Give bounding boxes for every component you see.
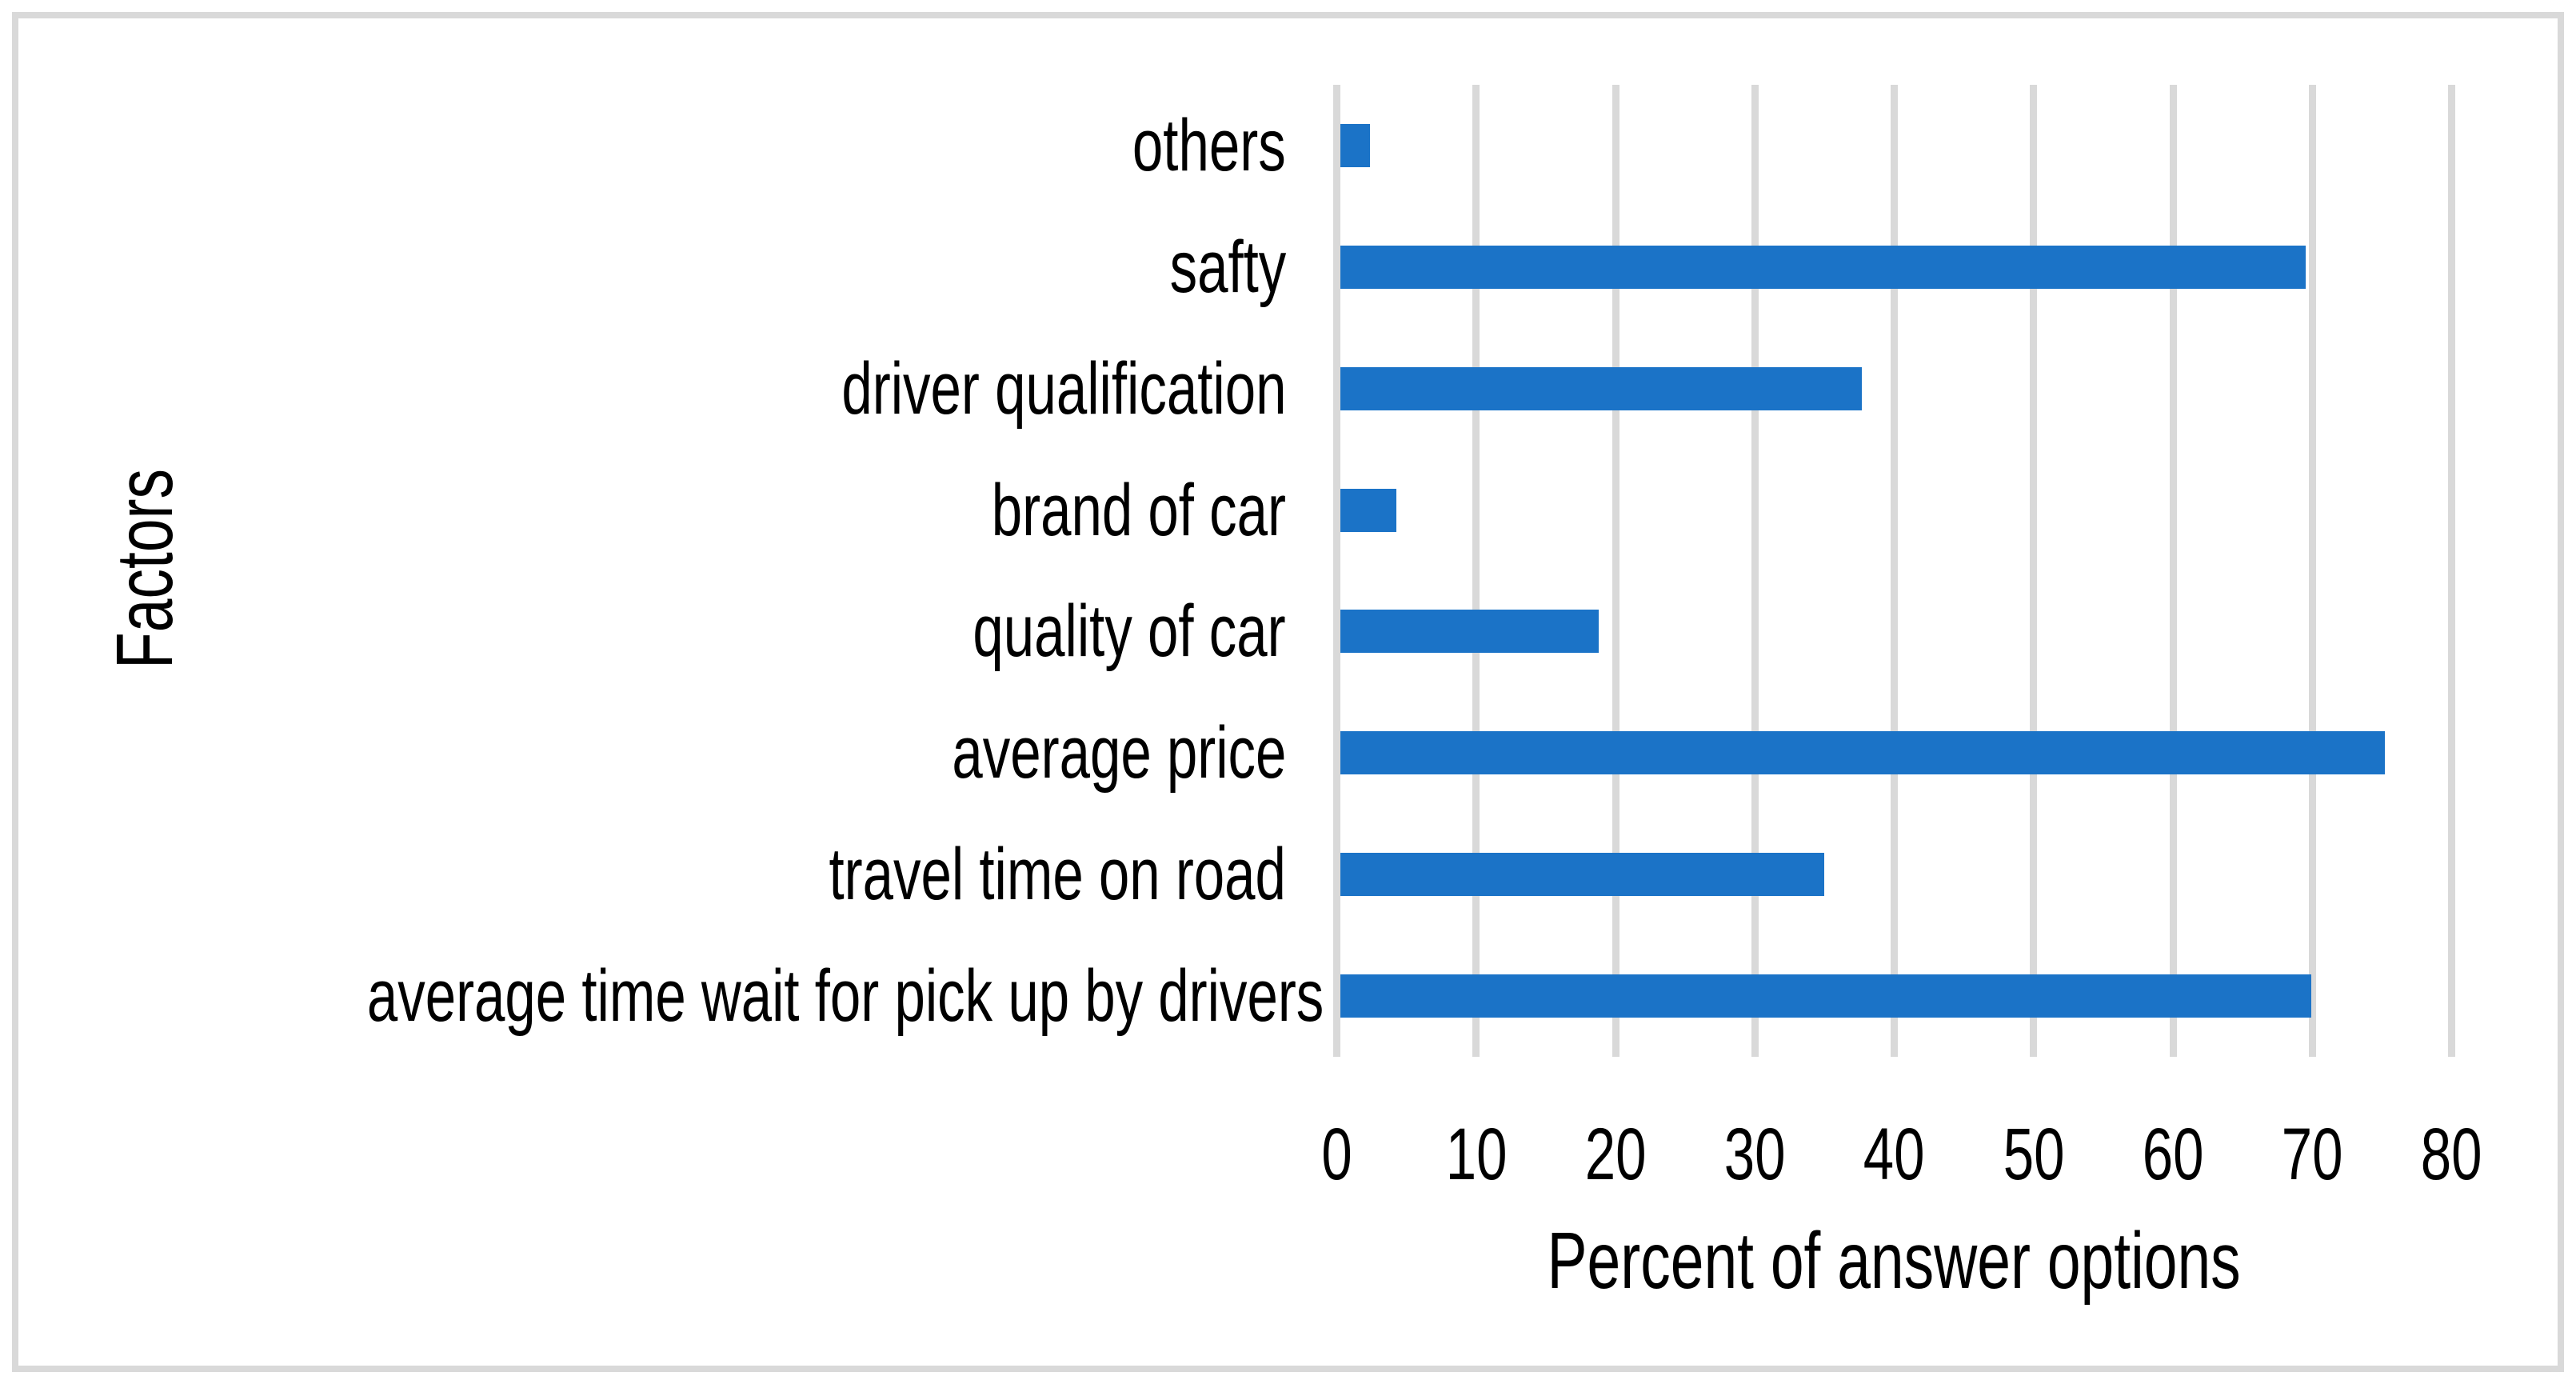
x-tick-value: 80 (2421, 1114, 2482, 1195)
category-label-text: travel time on road (829, 834, 1286, 916)
category-label-text: safty (1169, 226, 1286, 308)
x-tick-value: 0 (1321, 1114, 1352, 1195)
bar-average-price (1340, 731, 2385, 775)
bar-travel-time-on-road (1340, 853, 1825, 897)
x-tick-value: 70 (2281, 1114, 2343, 1195)
bar-safty (1340, 245, 2306, 289)
x-tick-label-70: 70 (2192, 1114, 2432, 1194)
x-tick-label-50: 50 (1914, 1114, 2154, 1194)
category-label-average-time-wait-for-pick-up-by-drivers: average time wait for pick up by drivers (48, 952, 1324, 1040)
x-tick-label-30: 30 (1635, 1114, 1875, 1194)
category-label-text: brand of car (991, 469, 1286, 551)
gridline-40 (1891, 85, 1898, 1057)
gridline-80 (2448, 85, 2455, 1057)
category-label-quality-of-car: quality of car (48, 587, 1286, 675)
x-tick-label-60: 60 (2053, 1114, 2293, 1194)
x-axis-title: Percent of answer options (1547, 1216, 2241, 1306)
x-tick-value: 40 (1863, 1114, 1925, 1195)
bar-others (1340, 123, 1371, 167)
x-tick-value: 10 (1445, 1114, 1508, 1195)
category-label-safty: safty (48, 223, 1286, 311)
x-tick-value: 60 (2142, 1114, 2204, 1195)
gridline-70 (2308, 85, 2316, 1057)
category-label-text: average price (951, 712, 1286, 794)
category-label-text: average time wait for pick up by drivers (366, 955, 1324, 1038)
x-tick-label-20: 20 (1496, 1114, 1735, 1194)
chart-border-frame (12, 12, 2564, 1372)
gridline-50 (2030, 85, 2038, 1057)
x-tick-value: 50 (2003, 1114, 2065, 1195)
y-axis-title: Factors (100, 468, 190, 670)
x-tick-label-80: 80 (2332, 1114, 2572, 1194)
category-label-average-price: average price (48, 709, 1286, 797)
x-tick-label-40: 40 (1775, 1114, 2015, 1194)
category-label-text: quality of car (972, 590, 1286, 673)
x-tick-label-10: 10 (1356, 1114, 1596, 1194)
bar-brand-of-car (1340, 488, 1397, 532)
gridline-60 (2169, 85, 2177, 1057)
y-axis-title-rotated: Factors (97, 435, 193, 702)
category-label-driver-qualification: driver qualification (48, 345, 1286, 433)
bar-driver-qualification (1340, 366, 1863, 410)
category-label-travel-time-on-road: travel time on road (48, 830, 1286, 918)
gridline-30 (1751, 85, 1759, 1057)
x-tick-label-0: 0 (1217, 1114, 1457, 1194)
category-label-text: others (1132, 104, 1286, 186)
bar-average-time-wait-for-pick-up-by-drivers (1340, 974, 2311, 1018)
x-tick-value: 30 (1723, 1114, 1786, 1195)
gridline-10 (1472, 85, 1480, 1057)
gridline-20 (1611, 85, 1619, 1057)
category-label-brand-of-car: brand of car (48, 466, 1286, 554)
x-axis-title-wrap: Percent of answer options (1254, 1213, 2534, 1309)
category-label-others: others (48, 102, 1286, 190)
gridline-0 (1333, 85, 1340, 1057)
bar-quality-of-car (1340, 610, 1600, 654)
category-label-text: driver qualification (841, 347, 1286, 430)
x-tick-value: 20 (1584, 1114, 1647, 1195)
